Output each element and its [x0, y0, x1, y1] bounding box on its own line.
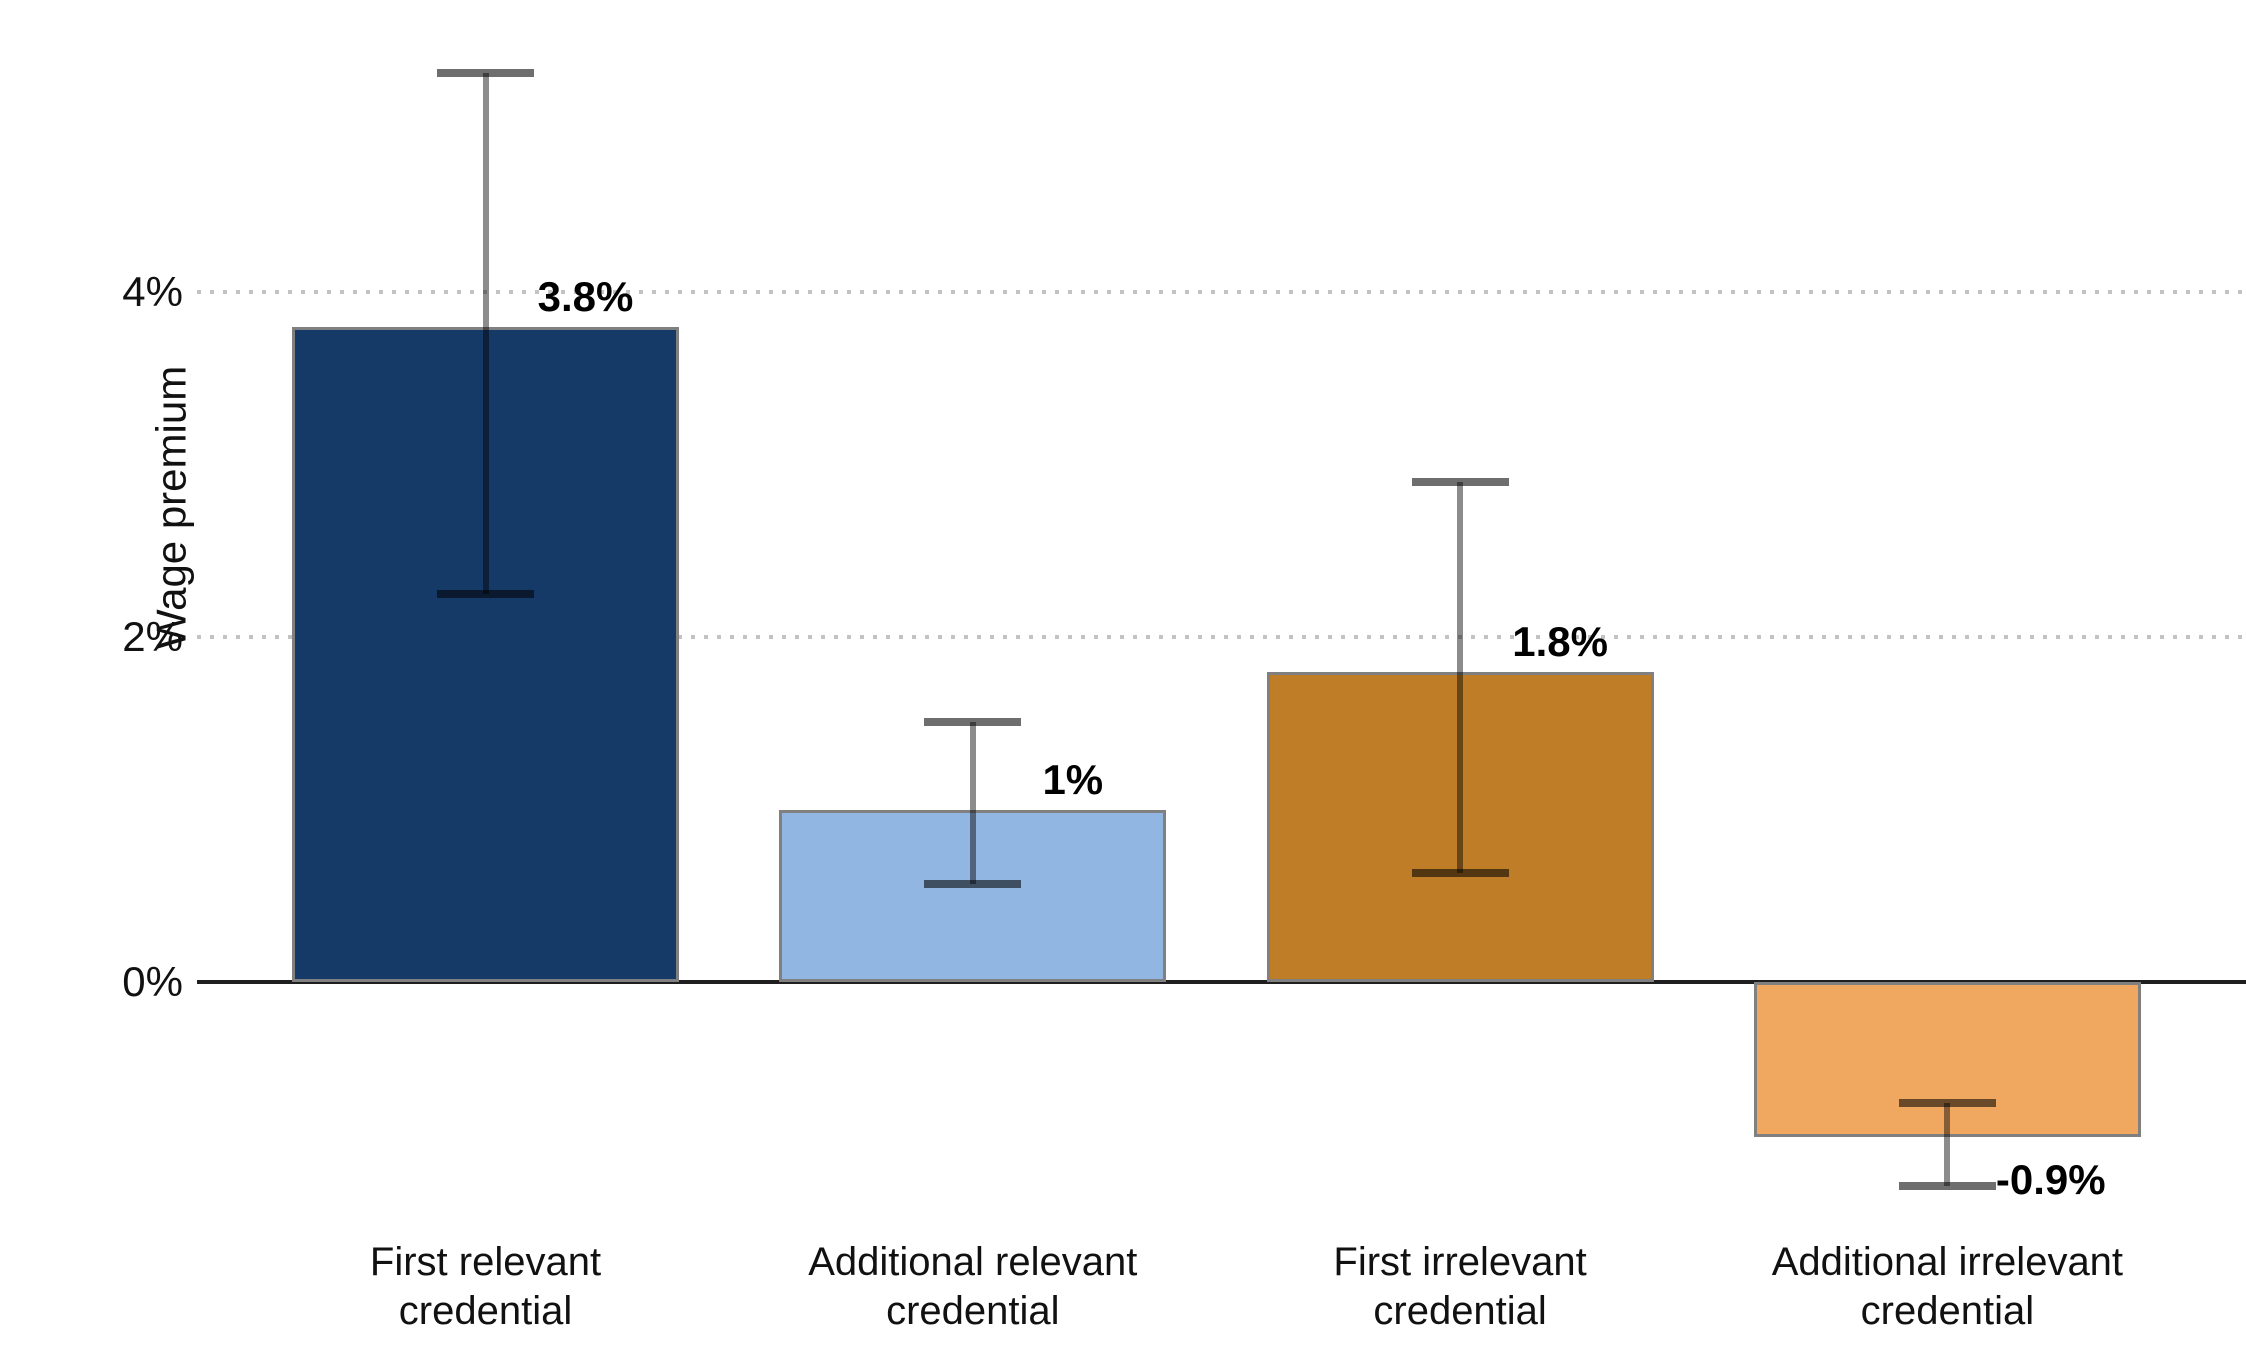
category-label-line-1: First irrelevant	[1333, 1240, 1587, 1284]
error-bar-line-first-relevant-credential	[482, 72, 489, 594]
value-label-additional-relevant-credential: 1%	[1042, 755, 1104, 803]
category-label-line-1: Additional relevant	[808, 1240, 1138, 1284]
value-label-first-relevant-credential: 3.8%	[537, 272, 634, 320]
value-label-additional-irrelevant-credential: -0.9%	[1995, 1155, 2106, 1203]
category-label-line-1: Additional irrelevant	[1771, 1240, 2124, 1284]
y-tick-label-0pct: 0%	[122, 958, 183, 1005]
y-axis-title: Wage premium	[147, 365, 195, 649]
category-label-first-irrelevant-credential: First irrelevant credential	[1200, 1238, 1720, 1336]
category-label-line-2: credential	[1373, 1289, 1547, 1333]
y-tick-label-4pct: 4%	[122, 268, 183, 315]
category-label-line-1: First relevant	[369, 1240, 602, 1284]
category-label-additional-relevant-credential: Additional relevant credential	[713, 1238, 1233, 1336]
y-tick-label-2pct: 2%	[122, 613, 183, 660]
category-label-line-2: credential	[886, 1289, 1060, 1333]
gridline-4pct	[197, 290, 2246, 294]
category-label-line-2: credential	[1860, 1289, 2035, 1333]
error-bar-line-first-irrelevant-credential	[1457, 481, 1464, 874]
category-label-first-relevant-credential: First relevant credential	[226, 1238, 746, 1336]
error-bar-cap-high-first-relevant-credential	[437, 68, 534, 77]
error-bar-cap-low-first-relevant-credential	[437, 589, 534, 598]
gridline-2pct	[197, 635, 2246, 639]
error-bar-cap-low-additional-irrelevant-credential	[1898, 1181, 1996, 1190]
error-bar-line-additional-relevant-credential	[969, 721, 976, 884]
error-bar-cap-low-first-irrelevant-credential	[1411, 869, 1509, 878]
error-bar-cap-high-first-irrelevant-credential	[1411, 477, 1509, 486]
x-axis-zero-line	[197, 980, 2246, 984]
error-bar-line-additional-irrelevant-credential	[1944, 1102, 1951, 1186]
error-bar-cap-high-additional-irrelevant-credential	[1898, 1098, 1996, 1107]
error-bar-cap-low-additional-relevant-credential	[924, 879, 1022, 888]
category-label-additional-irrelevant-credential: Additional irrelevant credential	[1687, 1238, 2207, 1336]
category-label-line-2: credential	[398, 1289, 573, 1333]
value-label-first-irrelevant-credential: 1.8%	[1512, 617, 1608, 665]
error-bar-cap-high-additional-relevant-credential	[924, 717, 1022, 726]
